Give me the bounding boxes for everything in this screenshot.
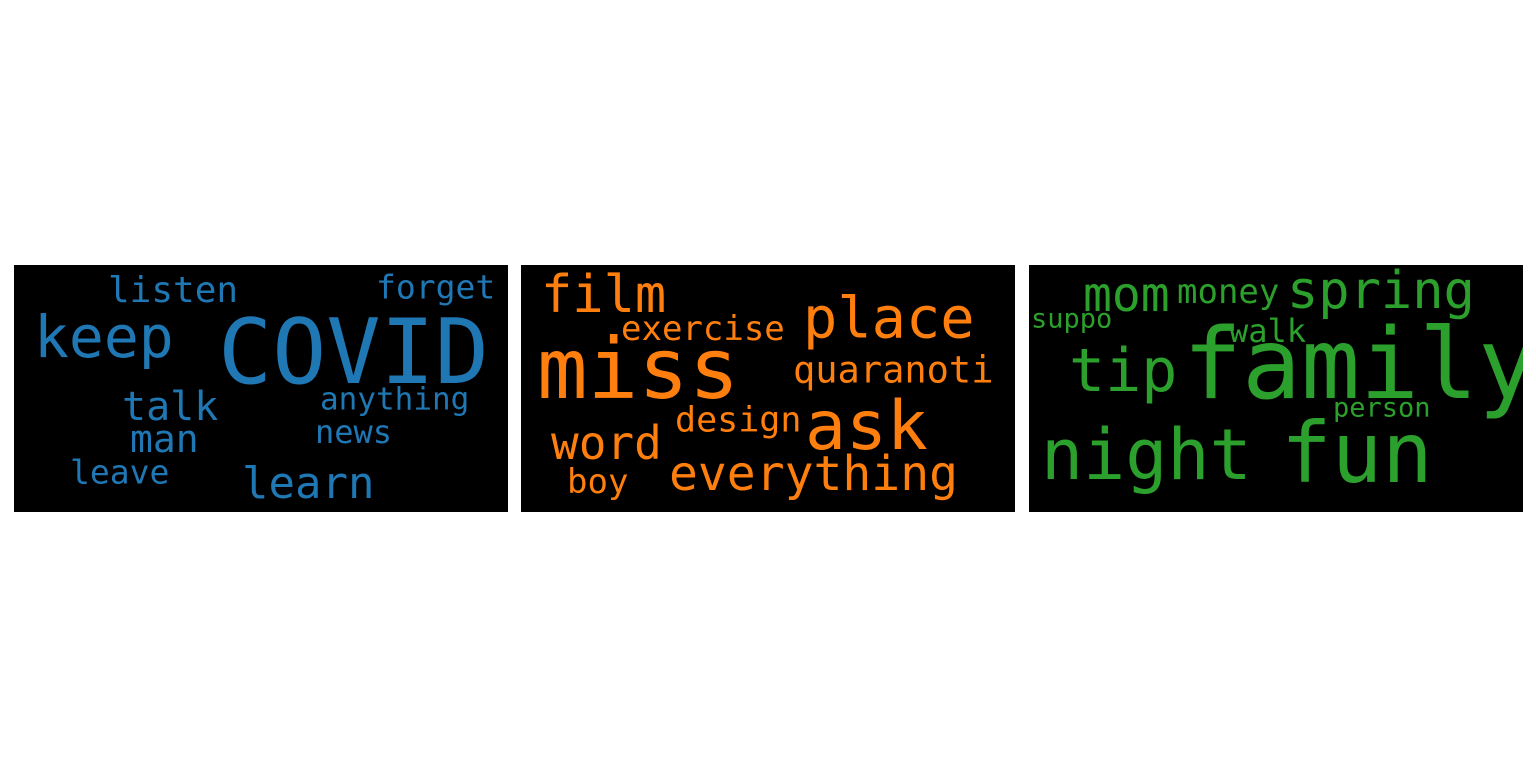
cloud-word: design [675, 400, 802, 441]
cloud-word: forget [376, 267, 496, 307]
cloud-word: exercise [621, 309, 785, 349]
cloud-word: miss [537, 320, 740, 418]
cloud-word: mom [1083, 267, 1170, 323]
cloud-word: money [1177, 272, 1280, 312]
cloud-word: person [1333, 392, 1431, 424]
word-cloud-1: COVID keep listen forget talk anything m… [14, 265, 508, 512]
cloud-word: listen [108, 270, 239, 311]
cloud-word: keep [34, 303, 174, 371]
word-cloud-3: family fun night tip spring mom money su… [1029, 265, 1523, 512]
cloud-word: man [130, 417, 199, 461]
cloud-word: word [551, 416, 662, 470]
cloud-word: quaranoti [793, 348, 994, 392]
cloud-word: film [541, 265, 667, 325]
cloud-word: tip [1069, 336, 1178, 406]
cloud-word: leave [70, 452, 170, 492]
cloud-word: fun [1281, 404, 1433, 502]
cloud-word: everything [669, 446, 958, 502]
cloud-word: learn [242, 458, 375, 509]
cloud-word: anything [320, 381, 470, 418]
cloud-word: spring [1287, 265, 1475, 321]
cloud-word: walk [1229, 312, 1307, 350]
cloud-word: COVID [218, 300, 489, 405]
word-cloud-2: miss film place exercise quaranoti ask d… [521, 265, 1015, 512]
cloud-word: talk [122, 384, 219, 430]
cloud-word: boy [567, 462, 629, 502]
cloud-word: night [1041, 414, 1252, 496]
cloud-word: news [315, 413, 393, 451]
cloud-word: suppo [1031, 303, 1113, 335]
cloud-word: place [803, 285, 975, 352]
cloud-word: family [1183, 308, 1523, 422]
cloud-word: ask [805, 387, 928, 466]
